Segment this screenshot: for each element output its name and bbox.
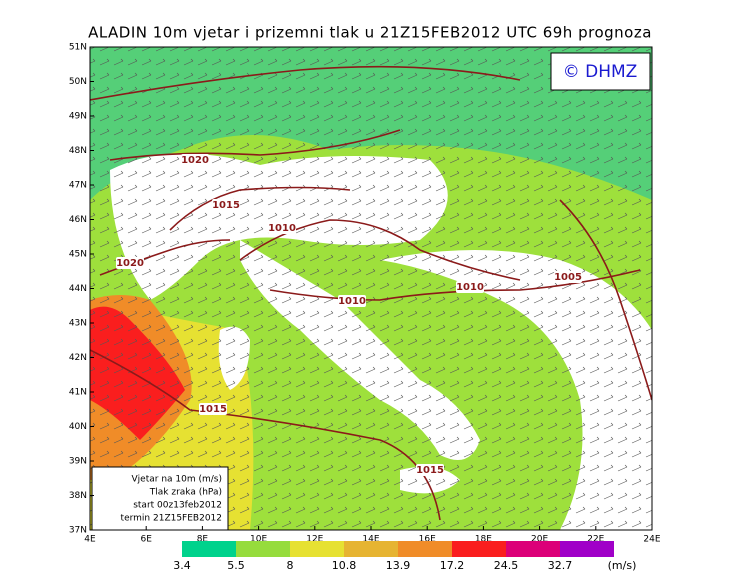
isobar-label: 1005 bbox=[554, 272, 582, 283]
isobar-label-bg bbox=[416, 464, 444, 476]
isobar-label: 1020 bbox=[116, 258, 144, 269]
isobar-label-bg bbox=[554, 271, 582, 283]
isobar-label-bg bbox=[456, 281, 484, 293]
isobar-label: 1010 bbox=[456, 282, 484, 293]
isobar-label: 1020 bbox=[181, 155, 209, 166]
color-scale-segment bbox=[560, 541, 614, 557]
latitude-label: 43N bbox=[69, 319, 87, 329]
isobar-label: 1010 bbox=[268, 223, 296, 234]
isobar bbox=[90, 65, 521, 101]
color-scale-label: 24.5 bbox=[494, 559, 519, 572]
longitude-label: 4E bbox=[84, 535, 96, 545]
color-scale-label: 32.7 bbox=[548, 559, 573, 572]
latitude-label: 41N bbox=[69, 388, 87, 398]
isobar bbox=[109, 129, 401, 161]
color-scale-segment bbox=[344, 541, 398, 557]
longitude-label: 6E bbox=[140, 535, 152, 545]
longitude-label: 22E bbox=[587, 535, 604, 545]
color-scale-segment bbox=[452, 541, 506, 557]
info-line: Vjetar na 10m (m/s) bbox=[132, 475, 222, 485]
color-scale-segment bbox=[398, 541, 452, 557]
latitude-label: 38N bbox=[69, 491, 87, 501]
latitude-label: 46N bbox=[69, 215, 87, 225]
info-line: start 00z13feb2012 bbox=[133, 501, 222, 511]
latitude-label: 44N bbox=[69, 284, 87, 294]
isobar-label-bg bbox=[338, 295, 366, 307]
isobar bbox=[169, 186, 351, 231]
latitude-label: 50N bbox=[69, 77, 87, 87]
wind-barbs bbox=[90, 47, 652, 530]
latitude-label: 42N bbox=[69, 353, 87, 363]
info-line: termin 21Z15FEB2012 bbox=[121, 514, 222, 524]
latitude-label: 37N bbox=[69, 526, 87, 536]
logo: © DHMZ bbox=[563, 62, 638, 82]
isobar bbox=[239, 219, 521, 281]
latitude-label: 40N bbox=[69, 422, 87, 432]
map bbox=[90, 47, 652, 530]
longitude-label: 12E bbox=[306, 535, 323, 545]
isobar-label: 1015 bbox=[416, 465, 444, 476]
isobar-label-bg bbox=[268, 222, 296, 234]
isobar-label: 1010 bbox=[338, 296, 366, 307]
longitude-label: 18E bbox=[475, 535, 492, 545]
isobar-label-bg bbox=[199, 403, 227, 415]
isobar bbox=[559, 199, 652, 401]
latitude-label: 49N bbox=[69, 112, 87, 122]
isobar bbox=[269, 269, 641, 301]
color-scale-segment bbox=[182, 541, 236, 557]
info-line: Tlak zraka (hPa) bbox=[149, 488, 222, 498]
color-scale-segment bbox=[506, 541, 560, 557]
info-box bbox=[91, 466, 229, 531]
color-scale-label: 17.2 bbox=[440, 559, 465, 572]
longitude-label: 24E bbox=[643, 535, 660, 545]
color-scale-segment bbox=[236, 541, 290, 557]
color-scale-segment bbox=[290, 541, 344, 557]
logo-box bbox=[550, 52, 651, 91]
longitude-label: 10E bbox=[250, 535, 267, 545]
color-scale-label: 13.9 bbox=[386, 559, 411, 572]
isobar-label-bg bbox=[212, 199, 240, 211]
title: ALADIN 10m vjetar i prizemni tlak u 21Z1… bbox=[88, 24, 652, 42]
longitude-label: 8E bbox=[197, 535, 209, 545]
longitude-label: 16E bbox=[419, 535, 436, 545]
color-scale-label: 3.4 bbox=[173, 559, 191, 572]
latitude-label: 47N bbox=[69, 181, 87, 191]
latitude-label: 48N bbox=[69, 146, 87, 156]
color-scale-label: 5.5 bbox=[227, 559, 245, 572]
longitude-label: 20E bbox=[531, 535, 548, 545]
color-scale-label: 8 bbox=[287, 559, 294, 572]
isobar-label: 1015 bbox=[212, 200, 240, 211]
color-scale-unit: (m/s) bbox=[608, 559, 637, 572]
latitude-label: 45N bbox=[69, 250, 87, 260]
isobar-label-bg bbox=[116, 257, 144, 269]
color-scale-label: 10.8 bbox=[332, 559, 357, 572]
generated: 51N 50N 49N 48N 47N 46N 45N 44N 43N 42N 41N 40N 39N 3… bbox=[69, 43, 661, 573]
latitude-label: 51N bbox=[69, 43, 87, 53]
isobar-label: 1015 bbox=[199, 404, 227, 415]
isobar-label-bg bbox=[181, 154, 209, 166]
latitude-label: 39N bbox=[69, 457, 87, 467]
longitude-label: 14E bbox=[362, 535, 379, 545]
